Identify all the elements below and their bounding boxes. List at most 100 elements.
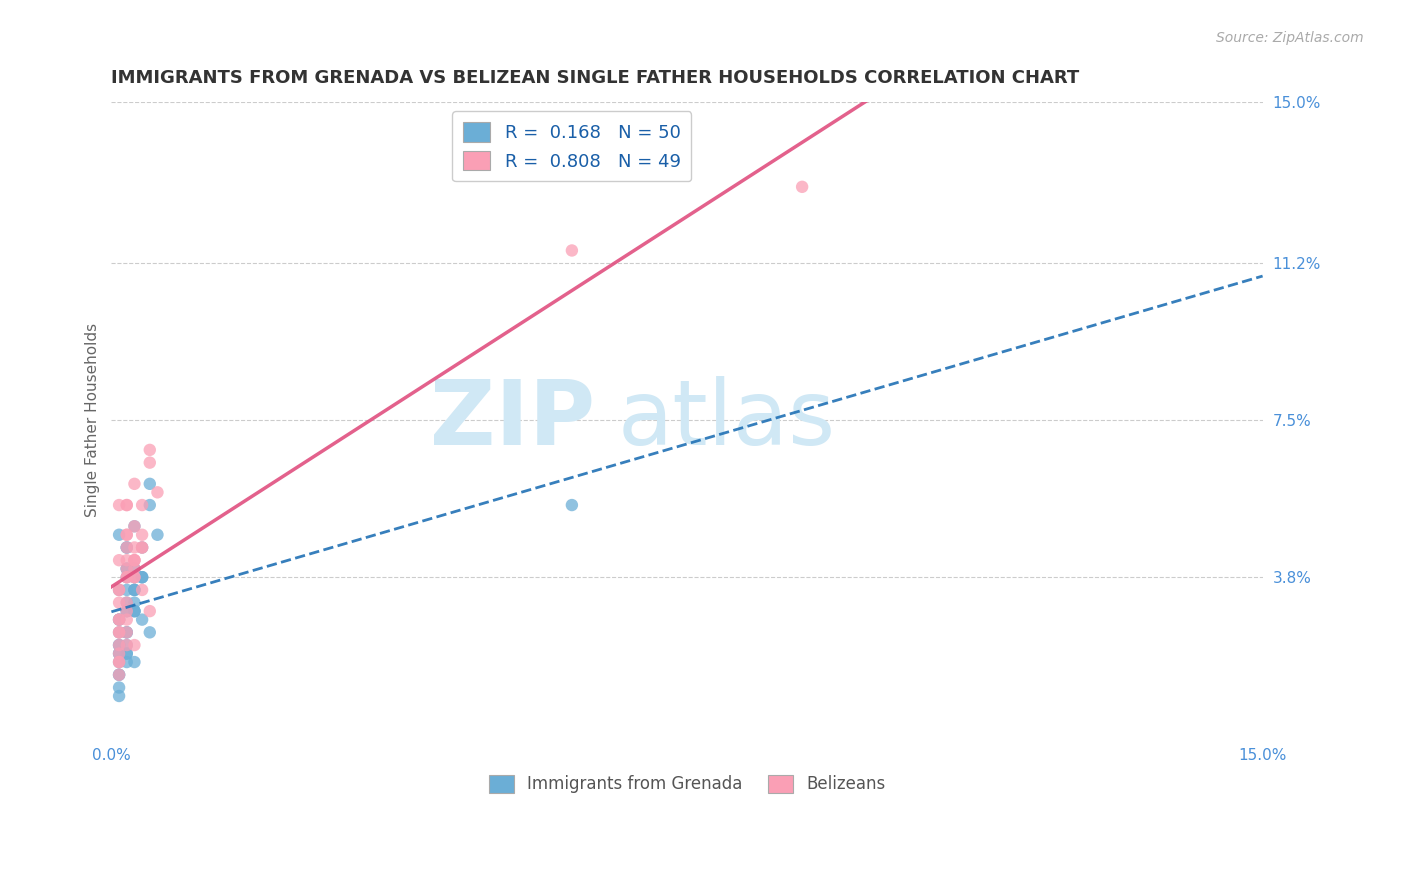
- Point: [115, 570, 138, 584]
- Point: [115, 647, 138, 661]
- Point: [108, 625, 131, 640]
- Point: [115, 613, 138, 627]
- Point: [146, 528, 169, 542]
- Point: [561, 244, 583, 258]
- Point: [139, 498, 162, 512]
- Point: [115, 498, 138, 512]
- Point: [115, 638, 138, 652]
- Point: [131, 570, 153, 584]
- Legend: Immigrants from Grenada, Belizeans: Immigrants from Grenada, Belizeans: [482, 768, 891, 800]
- Point: [124, 519, 146, 533]
- Point: [124, 562, 146, 576]
- Point: [115, 596, 138, 610]
- Point: [108, 638, 131, 652]
- Point: [115, 541, 138, 555]
- Point: [124, 541, 146, 555]
- Point: [115, 625, 138, 640]
- Point: [108, 638, 131, 652]
- Point: [131, 582, 153, 597]
- Point: [124, 553, 146, 567]
- Point: [115, 604, 138, 618]
- Point: [108, 625, 131, 640]
- Point: [124, 638, 146, 652]
- Point: [115, 604, 138, 618]
- Point: [115, 596, 138, 610]
- Point: [561, 498, 583, 512]
- Text: atlas: atlas: [617, 376, 837, 464]
- Point: [115, 541, 138, 555]
- Y-axis label: Single Father Households: Single Father Households: [86, 323, 100, 517]
- Point: [108, 689, 131, 703]
- Point: [124, 476, 146, 491]
- Point: [131, 541, 153, 555]
- Point: [115, 498, 138, 512]
- Point: [146, 485, 169, 500]
- Point: [108, 667, 131, 681]
- Point: [124, 604, 146, 618]
- Point: [108, 528, 131, 542]
- Point: [131, 570, 153, 584]
- Point: [124, 570, 146, 584]
- Point: [139, 442, 162, 457]
- Point: [139, 625, 162, 640]
- Point: [108, 498, 131, 512]
- Point: [115, 528, 138, 542]
- Point: [115, 625, 138, 640]
- Point: [108, 647, 131, 661]
- Point: [108, 638, 131, 652]
- Point: [115, 528, 138, 542]
- Point: [131, 541, 153, 555]
- Point: [108, 613, 131, 627]
- Point: [115, 625, 138, 640]
- Point: [124, 553, 146, 567]
- Point: [115, 655, 138, 669]
- Point: [124, 582, 146, 597]
- Point: [115, 638, 138, 652]
- Point: [108, 582, 131, 597]
- Point: [124, 604, 146, 618]
- Point: [108, 647, 131, 661]
- Point: [124, 553, 146, 567]
- Point: [131, 498, 153, 512]
- Point: [108, 582, 131, 597]
- Point: [124, 519, 146, 533]
- Point: [139, 456, 162, 470]
- Point: [124, 562, 146, 576]
- Point: [131, 613, 153, 627]
- Point: [115, 562, 138, 576]
- Point: [124, 570, 146, 584]
- Point: [115, 562, 138, 576]
- Point: [115, 553, 138, 567]
- Text: IMMIGRANTS FROM GRENADA VS BELIZEAN SINGLE FATHER HOUSEHOLDS CORRELATION CHART: IMMIGRANTS FROM GRENADA VS BELIZEAN SING…: [111, 69, 1080, 87]
- Point: [124, 570, 146, 584]
- Point: [108, 647, 131, 661]
- Point: [792, 179, 814, 194]
- Point: [139, 604, 162, 618]
- Point: [108, 667, 131, 681]
- Point: [108, 553, 131, 567]
- Point: [115, 647, 138, 661]
- Point: [108, 655, 131, 669]
- Point: [108, 582, 131, 597]
- Point: [139, 476, 162, 491]
- Point: [115, 541, 138, 555]
- Point: [115, 570, 138, 584]
- Point: [115, 562, 138, 576]
- Point: [108, 681, 131, 695]
- Point: [108, 613, 131, 627]
- Point: [108, 596, 131, 610]
- Point: [115, 604, 138, 618]
- Text: ZIP: ZIP: [430, 376, 595, 464]
- Point: [131, 541, 153, 555]
- Point: [124, 604, 146, 618]
- Point: [131, 528, 153, 542]
- Point: [115, 570, 138, 584]
- Text: Source: ZipAtlas.com: Source: ZipAtlas.com: [1216, 31, 1364, 45]
- Point: [108, 625, 131, 640]
- Point: [124, 655, 146, 669]
- Point: [124, 582, 146, 597]
- Point: [124, 582, 146, 597]
- Point: [124, 596, 146, 610]
- Point: [108, 655, 131, 669]
- Point: [108, 655, 131, 669]
